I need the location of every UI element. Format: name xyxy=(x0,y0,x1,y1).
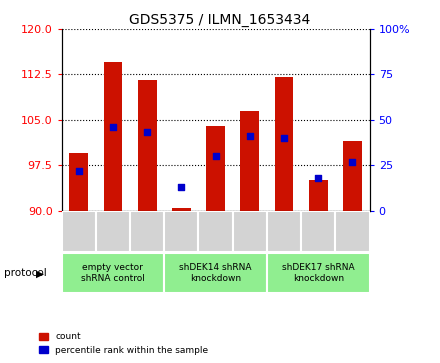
Point xyxy=(178,184,185,190)
Bar xyxy=(164,211,198,252)
Bar xyxy=(103,62,122,211)
Text: shDEK17 shRNA
knockdown: shDEK17 shRNA knockdown xyxy=(282,264,355,283)
Point xyxy=(246,133,253,139)
Point xyxy=(281,135,288,141)
Bar xyxy=(267,211,301,252)
Bar xyxy=(267,253,370,293)
Point xyxy=(315,175,322,181)
Point xyxy=(143,130,150,135)
Bar xyxy=(130,211,164,252)
Bar xyxy=(335,211,370,252)
Text: shDEK14 shRNA
knockdown: shDEK14 shRNA knockdown xyxy=(180,264,252,283)
Bar xyxy=(164,253,267,293)
Bar xyxy=(275,77,293,211)
Bar xyxy=(301,211,335,252)
Legend: count, percentile rank within the sample: count, percentile rank within the sample xyxy=(35,329,212,359)
Point xyxy=(110,124,117,130)
Bar xyxy=(240,111,259,211)
Text: ▶: ▶ xyxy=(36,268,44,278)
Text: protocol: protocol xyxy=(4,268,47,278)
Bar xyxy=(70,153,88,211)
Bar xyxy=(62,211,96,252)
Text: GDS5375 / ILMN_1653434: GDS5375 / ILMN_1653434 xyxy=(129,13,311,27)
Bar xyxy=(343,141,362,211)
Bar xyxy=(206,126,225,211)
Bar xyxy=(138,81,157,211)
Text: empty vector
shRNA control: empty vector shRNA control xyxy=(81,264,145,283)
Bar xyxy=(62,253,164,293)
Bar xyxy=(309,180,328,211)
Bar xyxy=(96,211,130,252)
Point xyxy=(349,159,356,164)
Point xyxy=(75,168,82,174)
Bar xyxy=(233,211,267,252)
Bar xyxy=(198,211,233,252)
Point xyxy=(212,153,219,159)
Bar xyxy=(172,208,191,211)
